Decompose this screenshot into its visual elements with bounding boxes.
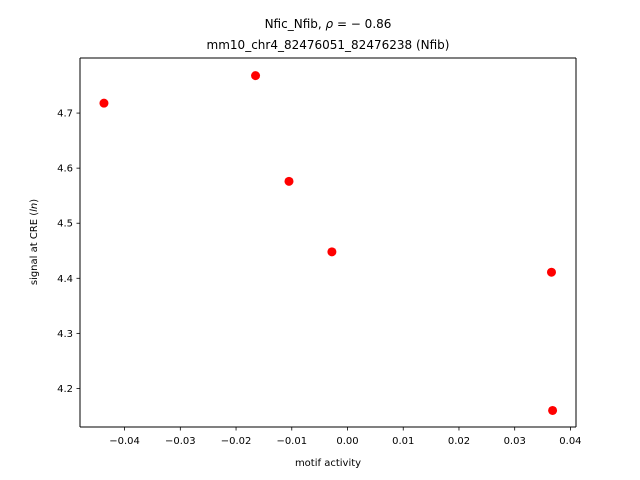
y-tick-label: 4.7 [57,109,73,120]
y-tick-label: 4.3 [57,329,73,340]
scatter-point [548,405,558,415]
x-tick-label: 0.04 [559,436,581,447]
x-tick-label: 0.01 [392,436,414,447]
x-tick-label: −0.02 [221,436,252,447]
y-tick-label: 4.4 [57,274,73,285]
x-tick-label: 0.00 [336,436,358,447]
axes-frame [79,57,577,428]
plot-area [80,58,576,427]
x-axis-ticks: −0.04 −0.03 −0.02 −0.01 0.00 0.01 0.02 0.03 0.04 [109,427,582,447]
y-axis-label: signal at CRE (ln) [29,199,40,285]
plot-background [80,58,576,427]
chart-title-line1: Nfic_Nfib, ρ = − 0.86 [265,17,392,31]
x-axis-label: motif activity [295,458,361,469]
y-tick-label: 4.5 [57,219,73,230]
scatter-point [327,247,337,257]
x-tick-label: −0.03 [165,436,196,447]
y-tick-label: 4.2 [57,384,73,395]
scatter-point [251,71,261,81]
y-axis-ticks: 4.2 4.3 4.4 4.5 4.6 4.7 [57,109,80,395]
x-tick-label: −0.04 [109,436,140,447]
chart-title-line2: mm10_chr4_82476051_82476238 (Nfib) [207,38,450,52]
scatter-point [99,98,109,108]
x-tick-label: 0.02 [448,436,470,447]
x-tick-label: 0.03 [504,436,526,447]
y-tick-label: 4.6 [57,164,73,175]
x-tick-label: −0.01 [276,436,307,447]
scatter-point [284,176,294,186]
data-points [99,71,558,415]
scatter-point [546,267,556,277]
